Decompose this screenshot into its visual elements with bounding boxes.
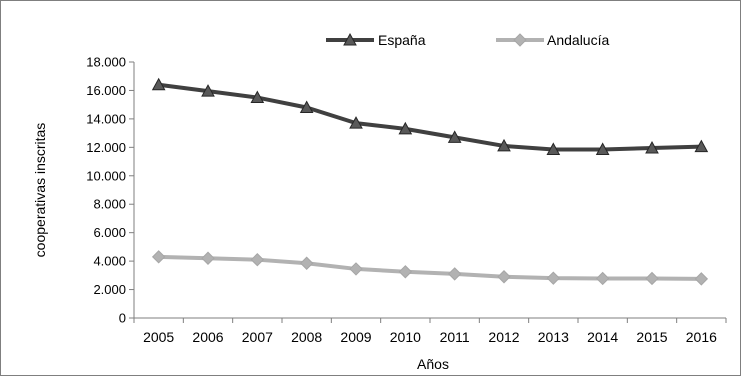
- y-tick-label: 12.000: [86, 140, 126, 155]
- data-point-espana: [398, 121, 413, 135]
- y-tick-label: 2.000: [93, 282, 126, 297]
- data-point-espana: [595, 142, 610, 155]
- y-tick-label: 8.000: [93, 197, 126, 212]
- legend-triangle-icon: [343, 32, 357, 46]
- legend-item-andalucia: Andalucía: [496, 32, 609, 48]
- data-point-espana: [497, 138, 511, 152]
- data-point-andalucia: [250, 252, 265, 267]
- y-tick-label: 6.000: [93, 225, 126, 240]
- y-tick-label: 0: [119, 311, 126, 326]
- x-tick-label: 2012: [488, 329, 519, 345]
- y-tick-label: 18.000: [86, 55, 126, 70]
- legend-diamond-icon: [513, 33, 527, 47]
- data-point-espana: [151, 77, 166, 91]
- series-line-espana: [158, 82, 702, 152]
- x-tick-label: 2006: [192, 329, 223, 345]
- data-point-espana: [250, 90, 265, 104]
- data-point-espana: [201, 84, 215, 97]
- y-axis-title: cooperativas inscritas: [32, 123, 48, 258]
- data-point-andalucia: [299, 256, 314, 270]
- data-point-andalucia: [497, 270, 511, 284]
- axes: 0 2.000 4.000 6.000 8.000 10.000 12.000 14.000 1…: [86, 55, 727, 345]
- x-tick-label: 2015: [636, 329, 667, 345]
- data-point-andalucia: [546, 271, 561, 285]
- data-point-andalucia: [398, 265, 413, 279]
- series-layer: [151, 77, 709, 286]
- y-tick-label: 4.000: [93, 254, 126, 269]
- data-point-espana: [645, 141, 659, 154]
- y-tick-label: 10.000: [86, 168, 126, 183]
- series-line-andalucia: [158, 254, 702, 281]
- data-point-andalucia: [151, 250, 166, 264]
- data-point-andalucia: [694, 272, 709, 286]
- legend-label-andalucia: Andalucía: [547, 32, 609, 48]
- x-tick-label: 2013: [538, 329, 569, 345]
- legend: España Andalucía: [326, 32, 609, 48]
- y-tick-label: 14.000: [86, 111, 126, 126]
- legend-item-espana: España: [326, 32, 426, 48]
- x-tick-label: 2007: [242, 329, 273, 345]
- y-tick-label: 16.000: [86, 83, 126, 98]
- x-tick-label: 2008: [291, 329, 322, 345]
- x-axis-title: Años: [417, 356, 449, 372]
- data-point-espana: [694, 139, 709, 153]
- x-tick-label: 2014: [587, 329, 618, 345]
- x-tick-label: 2009: [340, 329, 371, 345]
- data-point-espana: [447, 130, 462, 143]
- data-point-andalucia: [349, 262, 363, 276]
- x-tick-label: 2005: [143, 329, 174, 345]
- data-point-espana: [349, 116, 363, 129]
- x-tick-label: 2011: [440, 329, 470, 345]
- data-point-andalucia: [447, 267, 462, 281]
- data-point-espana: [299, 100, 314, 114]
- data-point-andalucia: [595, 271, 610, 286]
- data-point-espana: [546, 142, 561, 155]
- legend-label-espana: España: [378, 32, 426, 48]
- x-tick-label: 2010: [390, 329, 421, 345]
- data-point-andalucia: [201, 251, 215, 265]
- data-point-andalucia: [645, 271, 659, 286]
- x-tick-label: 2016: [686, 329, 717, 345]
